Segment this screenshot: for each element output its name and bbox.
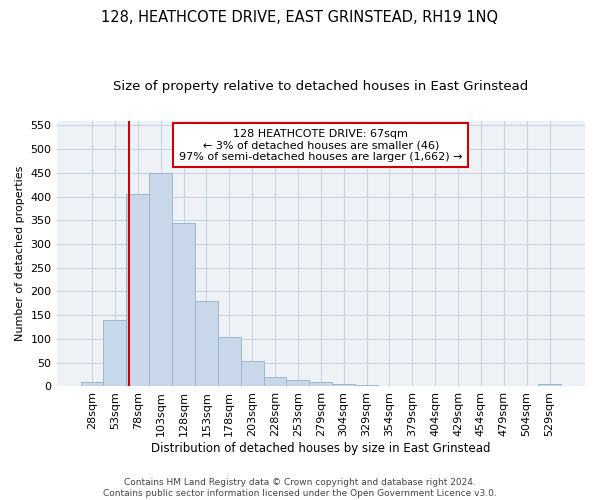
- Bar: [172, 222, 195, 386]
- Bar: [103, 320, 127, 386]
- Bar: [538, 384, 561, 386]
- Title: Size of property relative to detached houses in East Grinstead: Size of property relative to detached ho…: [113, 80, 529, 93]
- Bar: [195, 301, 218, 386]
- Bar: [310, 382, 332, 386]
- Bar: [80, 382, 103, 386]
- Bar: [332, 384, 355, 386]
- Bar: [149, 173, 172, 386]
- Bar: [127, 194, 149, 386]
- Y-axis label: Number of detached properties: Number of detached properties: [15, 166, 25, 341]
- Bar: [241, 362, 263, 386]
- Text: 128, HEATHCOTE DRIVE, EAST GRINSTEAD, RH19 1NQ: 128, HEATHCOTE DRIVE, EAST GRINSTEAD, RH…: [101, 10, 499, 25]
- Bar: [355, 384, 378, 386]
- Text: 128 HEATHCOTE DRIVE: 67sqm
← 3% of detached houses are smaller (46)
97% of semi-: 128 HEATHCOTE DRIVE: 67sqm ← 3% of detac…: [179, 128, 463, 162]
- Bar: [263, 377, 286, 386]
- Text: Contains HM Land Registry data © Crown copyright and database right 2024.
Contai: Contains HM Land Registry data © Crown c…: [103, 478, 497, 498]
- Bar: [286, 380, 310, 386]
- Bar: [218, 336, 241, 386]
- X-axis label: Distribution of detached houses by size in East Grinstead: Distribution of detached houses by size …: [151, 442, 491, 455]
